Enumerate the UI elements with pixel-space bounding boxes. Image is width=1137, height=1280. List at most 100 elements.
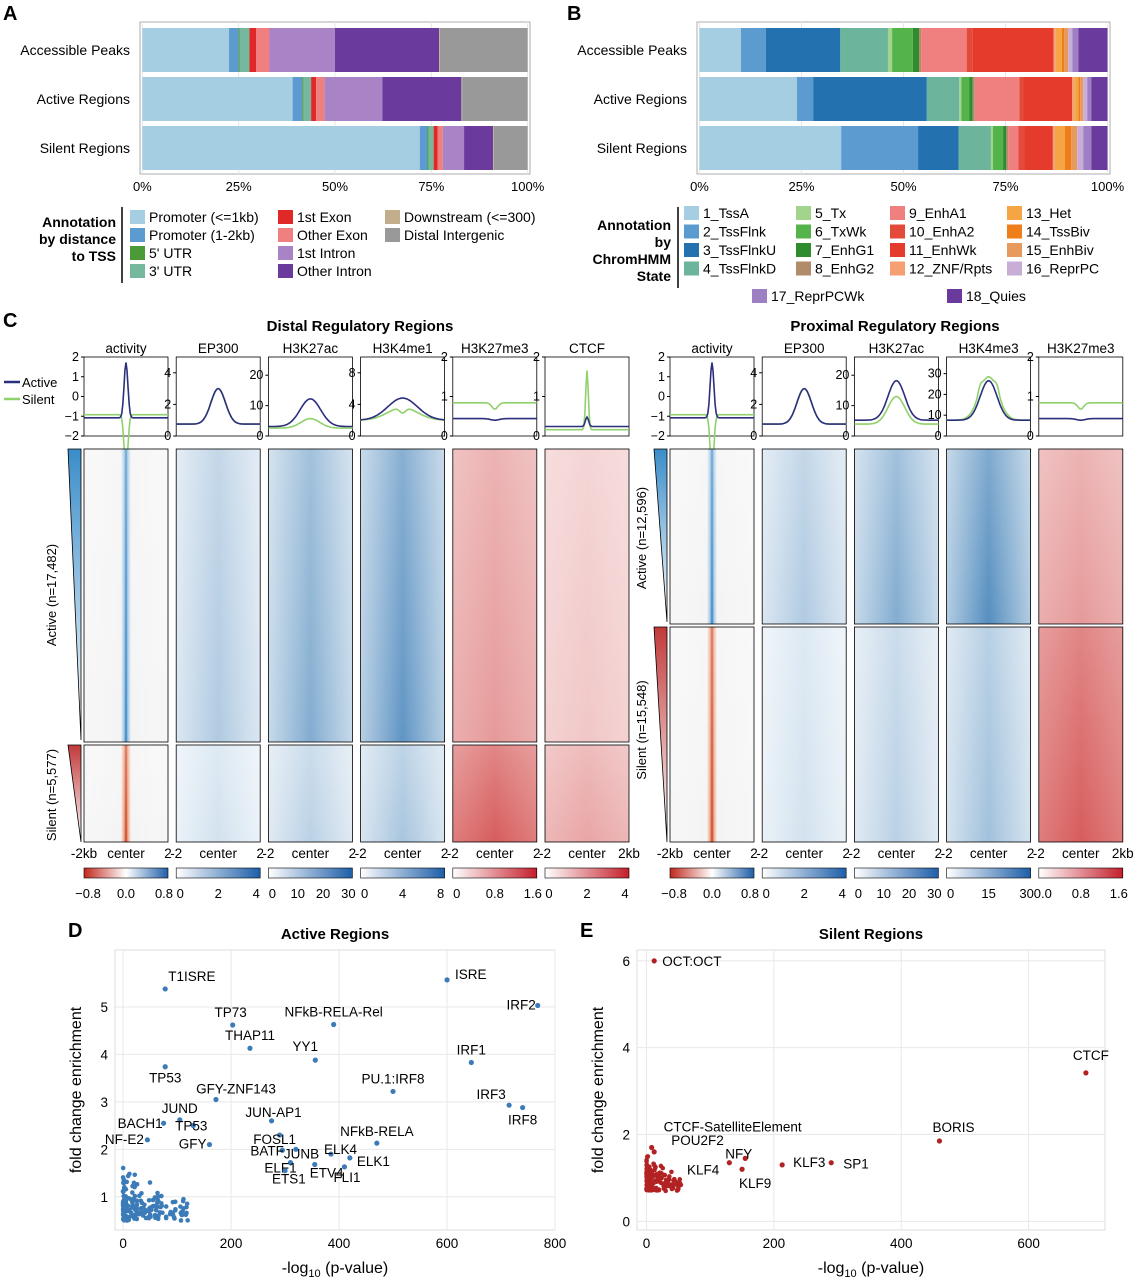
x-axis-label: -2 [355, 846, 367, 861]
point-label: BORIS [932, 1120, 974, 1135]
bar-segment [229, 28, 239, 72]
distal-active-profile [268, 398, 353, 428]
data-point [120, 1175, 126, 1180]
scale-tick-label: 30 [341, 886, 355, 901]
data-point [149, 1207, 154, 1213]
y-tick-label: 5 [100, 1000, 108, 1015]
data-point [122, 1207, 127, 1213]
scale-tick-label: 0.8 [486, 886, 504, 901]
data-point [247, 1045, 253, 1051]
y-tick-label: 2 [750, 397, 757, 411]
data-point [651, 958, 657, 964]
proximal-track-title: H3K4me3 [959, 341, 1019, 356]
distal-silent-profile [268, 417, 353, 429]
point-label: JUN-AP1 [245, 1105, 301, 1120]
x-axis-label: center [1062, 846, 1100, 861]
heatmap-frame [360, 744, 446, 843]
x-axis-label: center [107, 846, 145, 861]
x-tick-label: 400 [890, 1236, 913, 1251]
x-axis-label: center [384, 846, 422, 861]
bar-segment [256, 28, 270, 72]
x-axis-label: 2 [842, 846, 850, 861]
data-point [645, 1154, 651, 1159]
heatmap-shading [1038, 627, 1123, 842]
heatmap-shading [545, 745, 629, 842]
data-point [726, 1160, 732, 1166]
point-label: FOSL1 [253, 1132, 296, 1147]
distal-active-profile [176, 387, 261, 425]
data-point [150, 1197, 156, 1203]
y-tick-label: 4 [750, 366, 757, 380]
data-point [665, 1179, 671, 1185]
point-label: BATF [250, 1143, 284, 1158]
legend-label: 18_Quies [966, 288, 1026, 304]
heatmap-frame [452, 448, 538, 743]
data-point [163, 1204, 169, 1209]
scale-tick-label: 1.6 [524, 886, 542, 901]
bar-segment [912, 28, 920, 72]
data-point [279, 1147, 285, 1153]
legend-swatch [890, 224, 905, 239]
data-point [122, 1196, 127, 1201]
data-point [144, 1137, 150, 1143]
x-axis-label: center [568, 846, 606, 861]
y-tick-label: 2 [1027, 350, 1034, 364]
data-point [138, 1205, 144, 1211]
heatmap-shading [176, 745, 261, 842]
category-label: Silent Regions [40, 140, 130, 156]
y-tick-label: 0 [533, 429, 540, 443]
legend-b-title-3: ChromHMM [592, 251, 671, 267]
legend-swatch [130, 246, 145, 260]
point-label: KLF3 [793, 1155, 825, 1170]
x-tick-label: 100% [1091, 179, 1125, 194]
data-point [677, 1180, 683, 1186]
scale-tick-label: 0 [763, 886, 770, 901]
y-tick-label: 0 [842, 429, 849, 443]
x-tick-label: 25% [226, 179, 252, 194]
proximal-active-profile [1038, 417, 1123, 421]
heatmap-shading [946, 449, 1031, 624]
bar-segment [1061, 28, 1065, 72]
y-tick-label: 10 [928, 408, 942, 422]
heatmap-frame [761, 626, 847, 843]
x-axis-label: -2kb [657, 846, 683, 861]
data-point [154, 1203, 160, 1209]
y-tick-label: 0 [256, 429, 263, 443]
y-tick-label: 4 [622, 1041, 630, 1056]
plot-area [636, 949, 1106, 1231]
legend-swatch [130, 264, 145, 278]
x-tick-label: 50% [322, 179, 348, 194]
x-tick-label: 600 [1017, 1236, 1040, 1251]
data-point [125, 1173, 131, 1179]
scale-tick-label: 0.0 [703, 886, 721, 901]
legend-a-title-3: to TSS [72, 248, 116, 264]
y-tick-label: 0 [72, 390, 79, 404]
distal-color-scale [544, 867, 630, 879]
point-label: OCT:OCT [662, 954, 721, 969]
legend-label: 1_TssA [703, 205, 750, 221]
bar-segment [699, 77, 797, 121]
proximal-silent-profile [854, 395, 939, 425]
legend-swatch [1007, 261, 1022, 276]
legend-label: 7_EnhG1 [815, 242, 874, 258]
data-point [162, 1064, 168, 1070]
legend-swatch [796, 206, 811, 220]
scale-tick-label: 0.8 [741, 886, 759, 901]
legend-swatch [890, 261, 905, 276]
data-point [213, 1096, 219, 1103]
y-tick-label: 0 [349, 429, 356, 443]
bar-segment [1053, 28, 1056, 72]
legend-active-label: Active [22, 375, 57, 390]
data-point [129, 1198, 134, 1203]
data-point [468, 1059, 474, 1066]
data-point [669, 1169, 674, 1175]
bar-segment [1052, 126, 1055, 170]
data-point [652, 1163, 657, 1168]
legend-a-title-2: by distance [39, 231, 116, 247]
bar-segment [1080, 77, 1084, 121]
distal-profile-box [175, 356, 261, 437]
panel-a-stacked-bar-chart: Annotation by distance to TSS 0% 25% 50% 75… [20, 21, 545, 283]
chart-title: Silent Regions [819, 926, 923, 943]
point-label: JUNB [284, 1146, 319, 1161]
legend-label: Promoter (<=1kb) [149, 209, 259, 225]
